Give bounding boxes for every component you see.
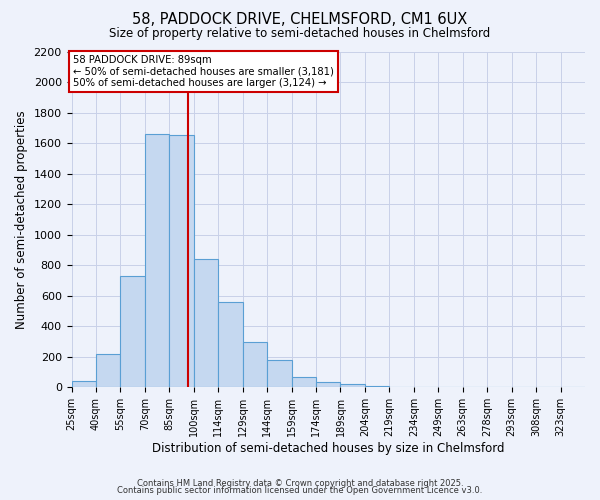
Bar	[340, 384, 365, 388]
Bar	[267, 360, 292, 388]
X-axis label: Distribution of semi-detached houses by size in Chelmsford: Distribution of semi-detached houses by …	[152, 442, 505, 455]
Text: 58 PADDOCK DRIVE: 89sqm
← 50% of semi-detached houses are smaller (3,181)
50% of: 58 PADDOCK DRIVE: 89sqm ← 50% of semi-de…	[73, 54, 334, 88]
Bar	[145, 134, 169, 388]
Bar	[365, 386, 389, 388]
Bar	[242, 342, 267, 388]
Bar	[389, 386, 414, 388]
Bar	[194, 259, 218, 388]
Bar	[96, 354, 121, 388]
Bar	[121, 276, 145, 388]
Y-axis label: Number of semi-detached properties: Number of semi-detached properties	[15, 110, 28, 328]
Bar	[316, 382, 340, 388]
Text: 58, PADDOCK DRIVE, CHELMSFORD, CM1 6UX: 58, PADDOCK DRIVE, CHELMSFORD, CM1 6UX	[133, 12, 467, 28]
Bar	[169, 136, 194, 388]
Bar	[292, 376, 316, 388]
Text: Contains public sector information licensed under the Open Government Licence v3: Contains public sector information licen…	[118, 486, 482, 495]
Text: Size of property relative to semi-detached houses in Chelmsford: Size of property relative to semi-detach…	[109, 28, 491, 40]
Bar	[218, 302, 242, 388]
Bar	[71, 381, 96, 388]
Text: Contains HM Land Registry data © Crown copyright and database right 2025.: Contains HM Land Registry data © Crown c…	[137, 478, 463, 488]
